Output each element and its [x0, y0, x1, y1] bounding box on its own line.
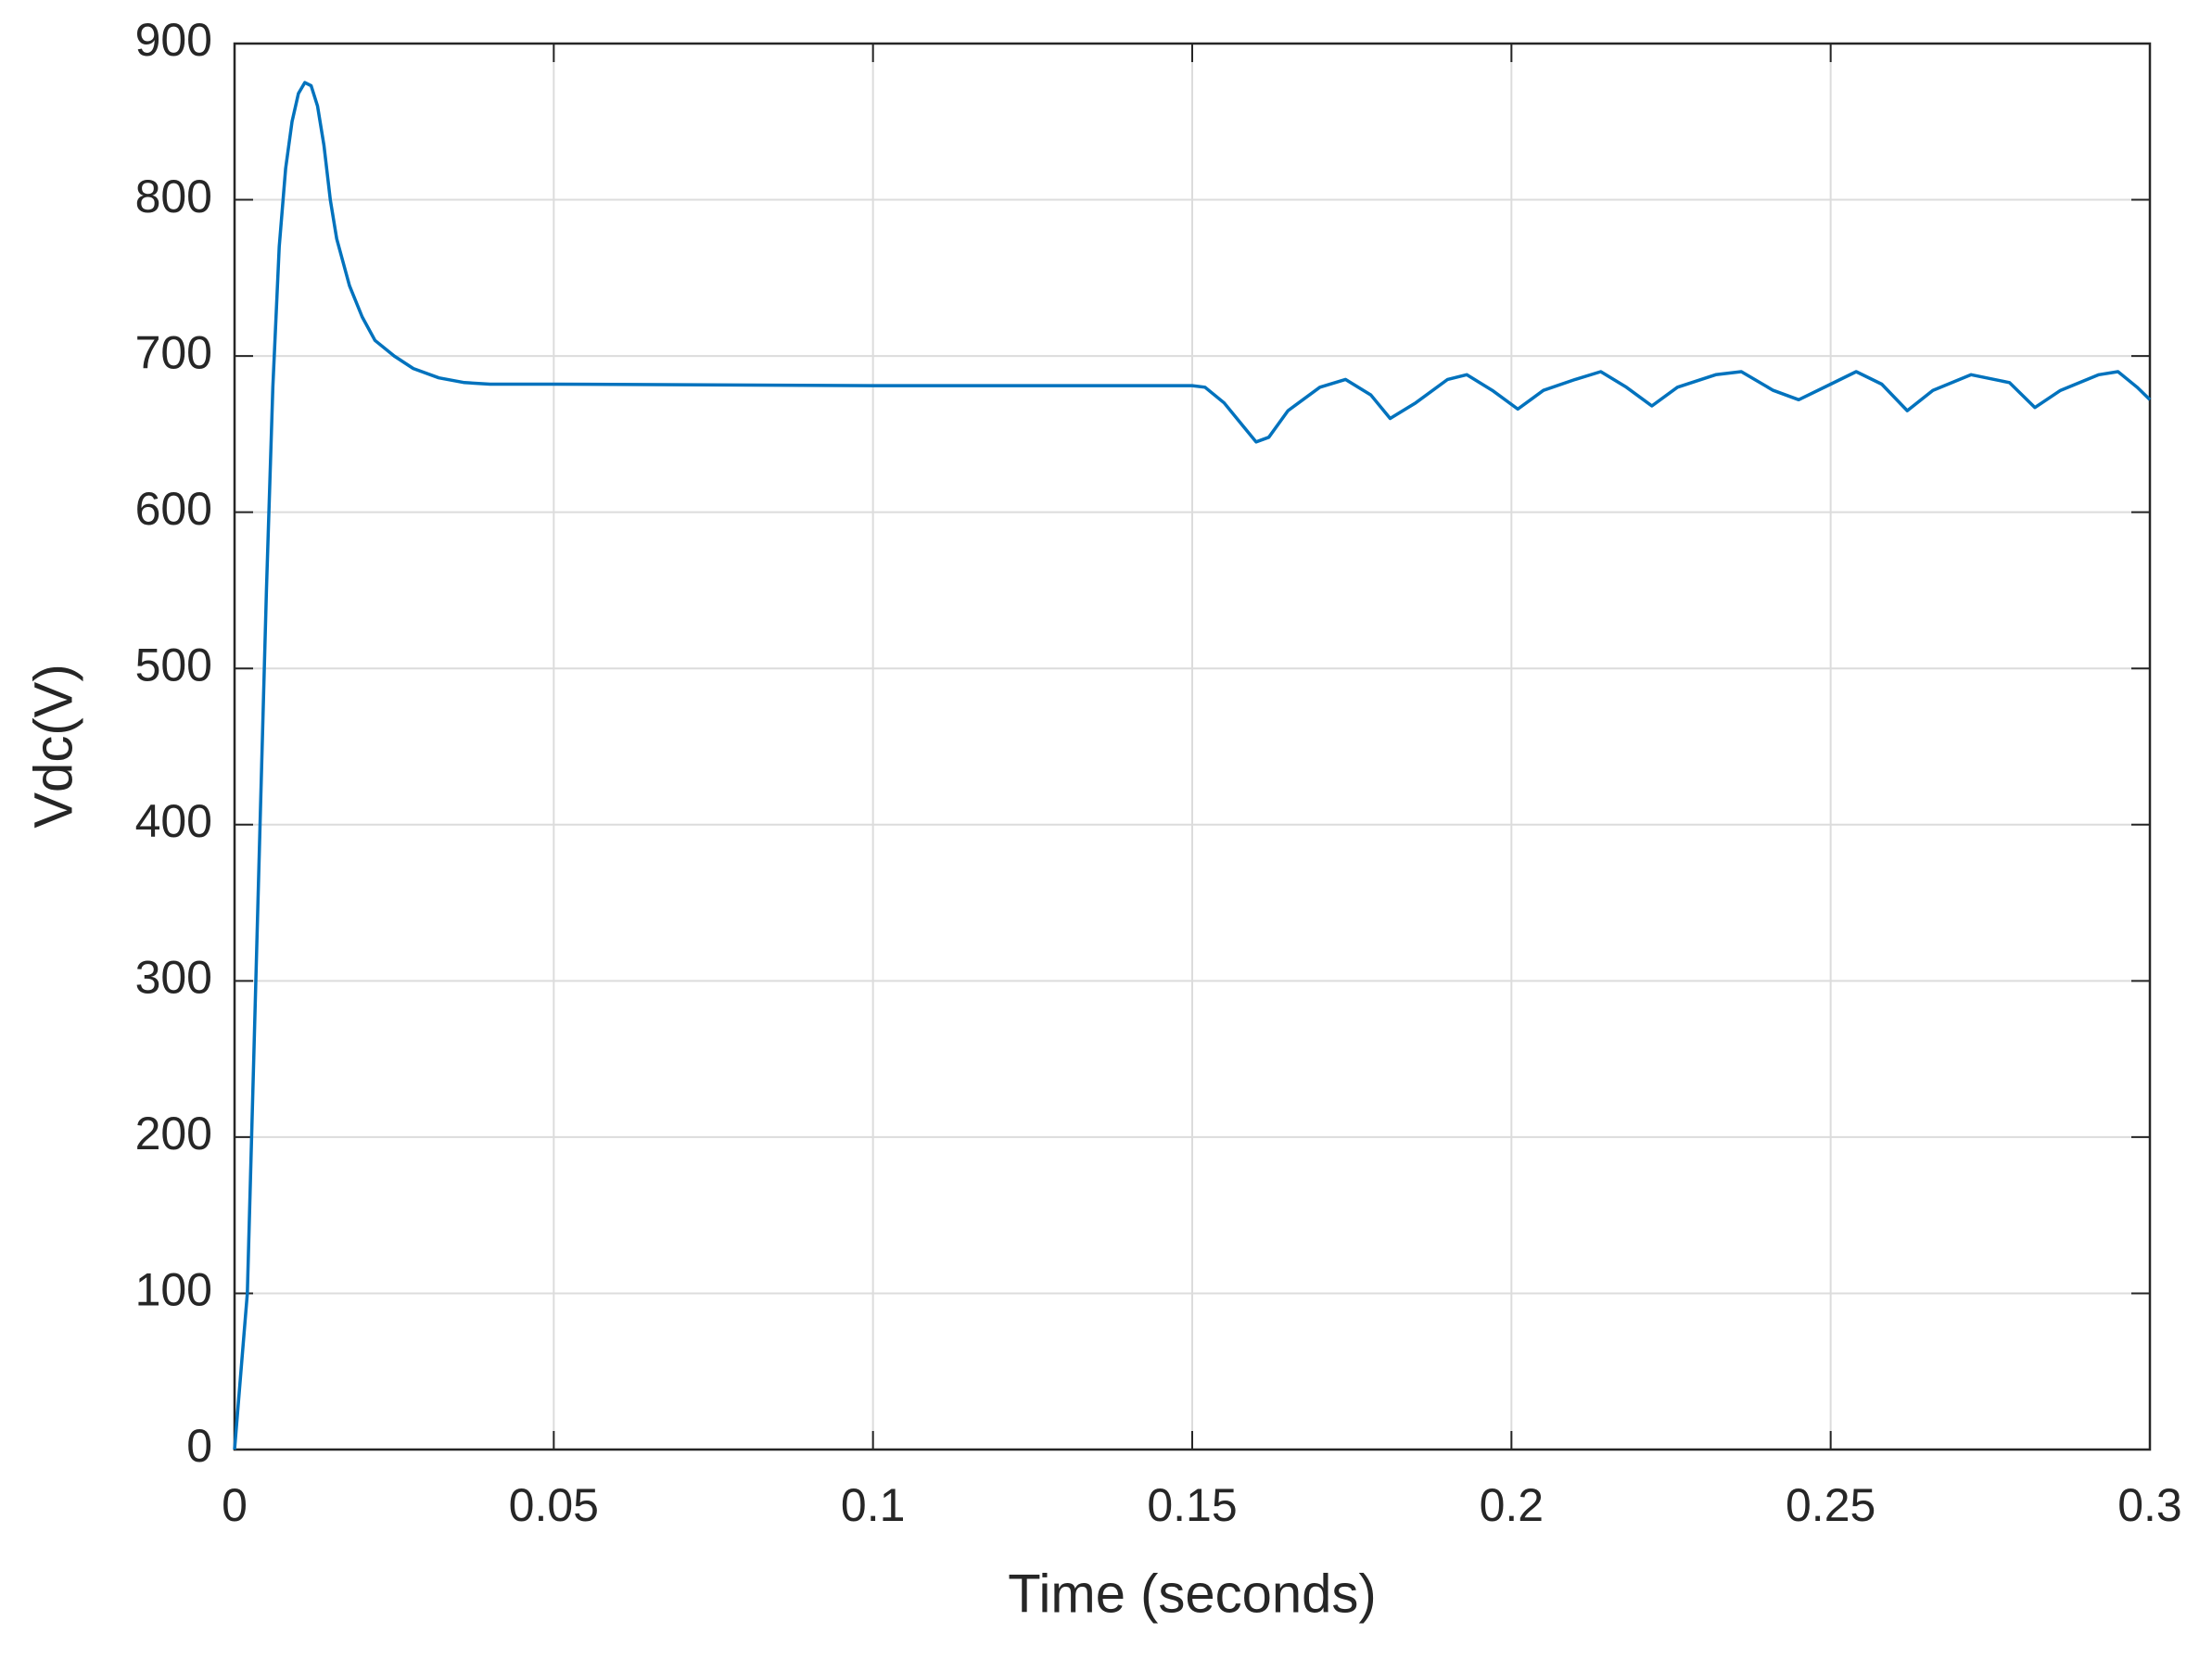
- data-line: [233, 81, 2152, 1450]
- plot-frame: [233, 42, 2152, 1451]
- x-tick-label: 0.25: [1786, 1479, 1875, 1531]
- y-tick-label: 800: [135, 171, 212, 222]
- x-tick-label: 0.15: [1147, 1479, 1237, 1531]
- x-tick-label: 0.1: [841, 1479, 906, 1531]
- x-tick-label: 0: [222, 1479, 248, 1531]
- x-tick-label: 0.05: [509, 1479, 599, 1531]
- y-tick-label: 900: [135, 14, 212, 66]
- y-tick-label: 400: [135, 795, 212, 847]
- y-tick-label: 500: [135, 639, 212, 690]
- y-tick-label: 300: [135, 952, 212, 1004]
- y-tick-label: 700: [135, 326, 212, 378]
- x-tick-label: 0.3: [2117, 1479, 2182, 1531]
- y-tick-label: 0: [186, 1420, 212, 1472]
- y-tick-label: 200: [135, 1108, 212, 1159]
- y-tick-label: 600: [135, 483, 212, 535]
- y-tick-label: 100: [135, 1264, 212, 1316]
- x-axis-label: Time (seconds): [1008, 1564, 1377, 1624]
- y-axis-label: Vdc(V): [23, 664, 83, 828]
- x-tick-label: 0.2: [1480, 1479, 1545, 1531]
